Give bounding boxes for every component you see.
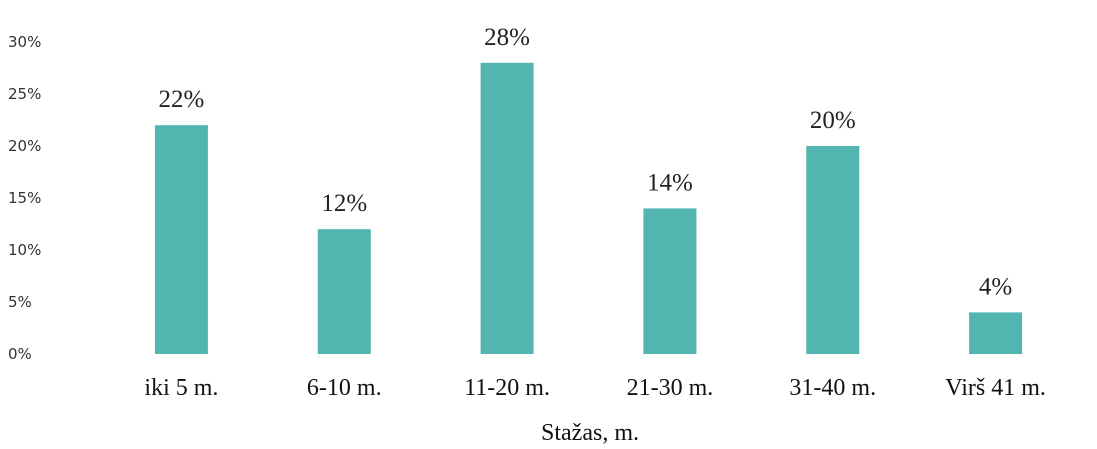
bar (480, 62, 534, 355)
bar (806, 146, 860, 354)
x-tick-label: 6-10 m. (307, 375, 382, 401)
x-axis-ticks: iki 5 m. 6-10 m. 11-20 m. 21-30 m. 31-40 m. V… (144, 375, 1045, 401)
data-labels: 22% 12% 28% 14% 20% 4% (159, 24, 1013, 301)
y-tick-label: 10% (8, 241, 41, 259)
bars (154, 62, 1023, 355)
x-tick-label: Virš 41 m. (945, 375, 1046, 401)
bar (317, 229, 371, 354)
bar (969, 312, 1023, 354)
data-label: 20% (810, 107, 856, 134)
y-tick-label: 0% (8, 345, 32, 363)
x-tick-label: 21-30 m. (627, 375, 714, 401)
data-label: 4% (979, 273, 1012, 300)
y-tick-label: 30% (8, 33, 41, 51)
x-axis-title: Stažas, m. (541, 420, 639, 446)
data-label: 12% (321, 190, 367, 217)
bar (154, 125, 208, 354)
bar (643, 208, 697, 354)
y-tick-label: 5% (8, 293, 32, 311)
x-tick-label: 31-40 m. (789, 375, 876, 401)
y-tick-label: 20% (8, 137, 41, 155)
data-label: 14% (647, 169, 693, 196)
data-label: 22% (159, 86, 205, 113)
y-tick-label: 15% (8, 189, 41, 207)
x-tick-label: 11-20 m. (464, 375, 550, 401)
data-label: 28% (484, 24, 530, 51)
x-tick-label: iki 5 m. (144, 375, 218, 401)
y-axis-ticks: 0% 5% 10% 15% 20% 25% 30% (8, 33, 41, 363)
y-tick-label: 25% (8, 85, 41, 103)
